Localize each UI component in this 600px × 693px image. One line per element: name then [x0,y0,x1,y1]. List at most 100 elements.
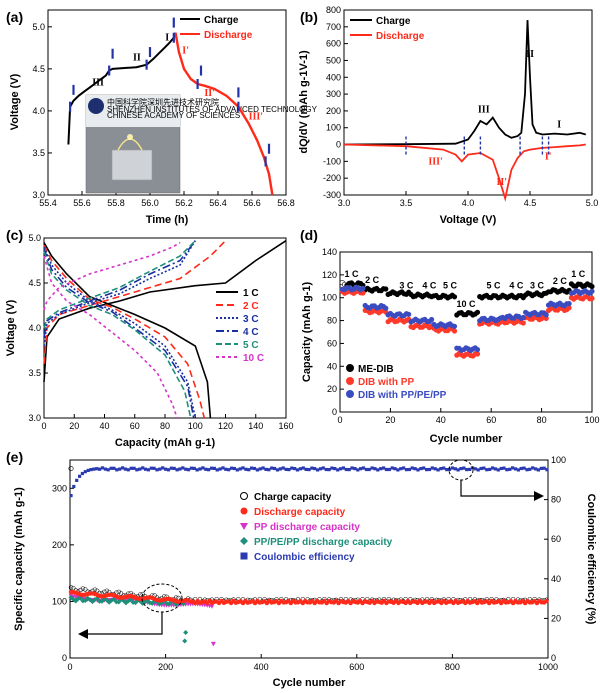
panel-a-frame [47,9,287,196]
y-tick-label: 5.0 [28,233,41,243]
inset-text-cn: 中国科学院深圳先进技术研究院 [107,97,219,107]
data-point [376,468,380,472]
data-point [78,587,83,593]
panel-d-plot [339,280,595,359]
panel-c-xlabel: Capacity (mAh g-1) [115,437,216,449]
data-point [104,588,110,594]
data-point [499,466,503,471]
x-tick-label: 20 [69,421,79,431]
data-point [383,305,389,311]
data-point [436,468,440,472]
data-point [513,467,518,471]
panel-a-inset-photo: 中国科学院深圳先进技术研究院 SHENZHEN INSTITUTES OF AD… [85,94,318,194]
panel-c-legend: 1 C 2 C 3 C 4 C 5 C 10 C [216,288,264,364]
data-point [301,466,305,470]
legend-label: 1 C [243,288,259,299]
x-tick-label: 55.4 [39,198,57,208]
rate-label: 1 C [344,269,359,279]
panel-b-yticks: -300 -200 -100 0 100 200 300 400 500 600 700 800 [323,5,348,200]
x-tick-label: 400 [254,662,269,672]
data-point [92,467,96,471]
data-point [531,466,535,470]
data-point [433,467,437,471]
data-point [307,468,311,472]
data-point [102,589,107,595]
panel-c-yticks: 3.0 3.5 4.0 4.5 5.0 [28,233,48,423]
data-point [520,320,526,326]
data-point [247,468,251,472]
rate-label: 3 C [530,281,545,291]
data-point [121,466,125,470]
rate-label: 10 C [456,299,476,309]
data-point [287,468,291,472]
data-point [430,466,434,470]
data-point [539,466,543,470]
data-point [313,467,317,471]
data-point [275,468,280,472]
y-tick-label: 300 [326,89,341,99]
legend-marker [240,492,248,500]
data-point [406,311,412,317]
x-tick-label: 3.5 [400,198,413,208]
data-point [123,467,127,471]
inset-text-en2: CHINESE ACADEMY OF SCIENCES [107,111,240,120]
panel-a-label: (a) [6,9,23,25]
region-label: III [92,78,104,89]
data-point [522,466,526,470]
data-point [232,466,236,471]
y-tick-label: 4.5 [32,64,45,74]
data-point [534,467,538,471]
data-point [341,466,345,470]
panel-b: (b) Voltage (V) dQ/dV (mAh g-1V-1) 3.0 3.… [298,5,598,226]
data-point [333,467,337,471]
data-point [83,470,87,474]
pouch-cell [111,149,153,181]
legend-marker [346,390,354,398]
panel-a-ylabel: Voltage (V) [9,73,21,130]
panel-b-xlabel: Voltage (V) [440,214,497,226]
y-tick-label: 3.5 [32,148,45,158]
data-point [338,467,343,471]
data-point [353,467,357,471]
data-point [264,467,268,471]
legend-label: PP discharge capacity [254,522,360,533]
rate-label: 4 C [509,281,524,291]
discharge-curve-2 [43,244,206,419]
panel-e-y2label: Coulombic efficiency (%) [585,494,597,625]
y2-tick-label: 80 [551,495,561,505]
data-point [135,468,139,472]
legend-label: 3 C [243,314,259,325]
panel-e-yticks: 0 100 200 300 [52,483,74,663]
data-point [293,467,297,471]
data-point [360,285,366,292]
data-point [116,589,122,595]
discharge-curve [174,32,274,196]
panel-a-xticks: 55.4 55.6 55.8 56.0 56.2 56.4 56.6 56.8 [39,191,295,208]
data-point [350,466,354,470]
data-point [175,468,179,472]
data-point [502,466,506,470]
legend-label: DIB with PP [358,377,414,388]
data-point [241,466,245,470]
data-point [491,466,495,470]
panel-c-xticks: 0 20 40 60 80 100 120 140 160 [41,414,294,431]
data-point [493,467,497,471]
y-tick-label: 4.0 [28,323,41,333]
data-point [298,467,302,471]
outlier-point [68,465,74,471]
data-point [75,478,79,482]
panel-a-phase-markers [68,17,271,167]
panel-e-annotations [78,459,544,639]
data-point [476,468,480,472]
y2-tick-label: 100 [551,455,566,465]
x-tick-label: 40 [99,421,109,431]
panel-d: (d) Cycle number Capacity (mAh g-1) 0 20 4… [300,227,600,445]
y-tick-label: 200 [52,540,67,550]
panel-c-ylabel: Voltage (V) [5,299,17,356]
data-point [252,466,257,471]
data-point [387,467,391,472]
charge-curve-1 [43,240,287,383]
data-point [528,467,532,471]
data-point [270,466,274,470]
